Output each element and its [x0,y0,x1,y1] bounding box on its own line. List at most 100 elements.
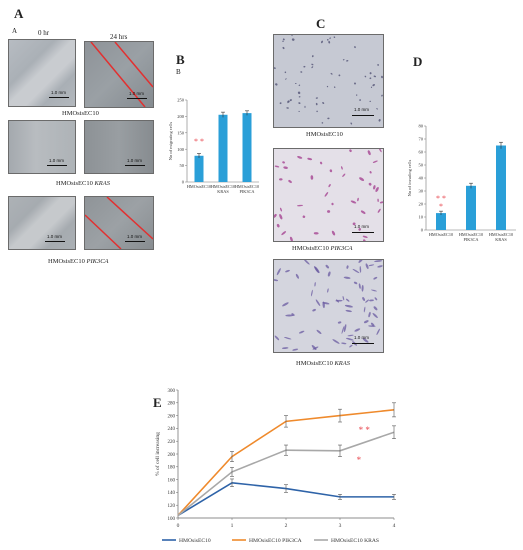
chart-e-legend-label-pik3ca: HMOsisEC10 PIK3CA [249,538,302,544]
cell-mark [377,63,379,66]
cell-mark [359,266,362,273]
cell-mark [313,266,319,274]
chart-d-y-tick-label: 20 [419,202,424,207]
cell-mark [365,263,369,270]
chart-e-y-tick-label: 120 [168,504,176,509]
cell-mark [279,178,283,181]
chart-d-significance-mark-bottom: * [439,202,443,211]
cell-mark [298,102,301,104]
chart-b-bar-0 [194,155,204,182]
cell-mark [297,156,303,159]
cell-mark [346,60,349,62]
caption-ec10: HMOsisEC10 [62,110,99,117]
cell-mark [363,306,366,313]
panel-b-letter: B [176,52,185,67]
chart-e-significance-mark-2: * [357,455,362,465]
cell-mark [357,197,359,202]
cell-mark [274,279,279,282]
chart-e-x-tick-label: 3 [339,523,342,529]
cell-mark [349,344,353,348]
cell-mark [341,166,343,170]
cell-mark [352,222,356,226]
cell-mark [377,198,379,202]
chart-e-line-kras [177,431,395,517]
cell-mark [381,94,383,97]
cell-mark [350,200,357,204]
scale-label: 1.0 mm [127,234,143,239]
chart-d-significance-mark-top: * * [436,194,446,203]
cell-mark [291,38,295,41]
cell-mark [359,177,365,181]
cell-mark [279,213,283,220]
chart-e-y-tick-label: 160 [168,478,176,483]
chart-b-significance-mark: * * [194,137,204,146]
cell-mark [352,268,360,274]
cell-mark [292,348,299,351]
cell-mark [274,335,280,341]
cell-mark [341,342,347,345]
caption-c-pik3ca: HMOsisEC10 PIK3CA [292,245,353,252]
cell-mark [298,330,305,334]
cell-mark [315,299,321,307]
chart-e-y-tick-label: 240 [168,427,176,432]
cell-mark [369,299,374,302]
cell-mark [354,328,361,332]
chart-b-y-tick-label: 50 [180,163,185,168]
cell-mark [298,96,301,98]
cell-texture [274,149,383,241]
invasion-image-kras: 1.0 mm [273,259,384,353]
chart-d-y-tick-label: 80 [419,124,424,129]
cell-mark [369,100,371,103]
cell-mark [373,276,378,280]
cell-mark [285,78,287,80]
cell-mark [358,260,364,263]
cell-mark [327,288,329,293]
cell-mark [282,38,285,41]
chart-d-y-tick-label: 30 [419,189,424,194]
time-label-0hr: 0 hr [38,29,50,37]
panel-b-sublabel: B [176,68,181,76]
cell-mark [284,71,287,74]
cell-mark [346,265,349,269]
scale-label: 1.0 mm [51,90,67,95]
scale-label: 1.0 mm [127,158,143,163]
chart-e-y-tick-label: 200 [168,453,176,458]
scale-bar [127,98,147,99]
cell-mark [281,347,289,350]
cell-mark [345,298,350,302]
chart-d-x-tick-label: HMOsisEC10 [489,232,513,237]
cell-mark [297,91,301,95]
cell-mark [283,166,288,169]
scratch-image-ec10-0hr: 1.0 mm [8,39,76,107]
cell-mark [327,117,330,120]
cell-mark [363,320,369,324]
cell-mark [295,273,299,279]
chart-b-y-tick-label: 0 [182,180,185,185]
cell-mark [274,67,276,69]
scale-label: 1.0 mm [49,158,65,163]
cell-mark [322,301,325,309]
cell-mark [280,207,282,212]
scratch-image-pik3ca-0hr: 1.0 mm [8,196,76,250]
cell-mark [296,204,304,207]
cell-texture [274,35,383,125]
scale-bar [125,241,145,242]
scale-bar [45,241,65,242]
chart-d-y-tick-label: 60 [419,150,424,155]
chart-e-legend-label-ec10: HMOsisEC10 [179,538,211,544]
scale-bar [125,165,145,166]
chart-d-y-axis-label: No of invading cells [407,159,412,196]
cell-mark [343,276,351,279]
cell-mark [328,184,331,188]
scale-label: 1.0 mm [354,335,370,340]
cell-mark [364,75,367,78]
chart-b-y-axis-label: No of migrating cells [168,122,173,161]
cell-mark [342,173,346,177]
cell-mark [347,334,354,337]
cell-mark [333,36,336,38]
cell-mark [285,314,294,317]
cell-mark [298,84,301,87]
cell-mark [344,304,353,308]
cell-mark [322,102,325,104]
cell-mark [311,55,314,58]
